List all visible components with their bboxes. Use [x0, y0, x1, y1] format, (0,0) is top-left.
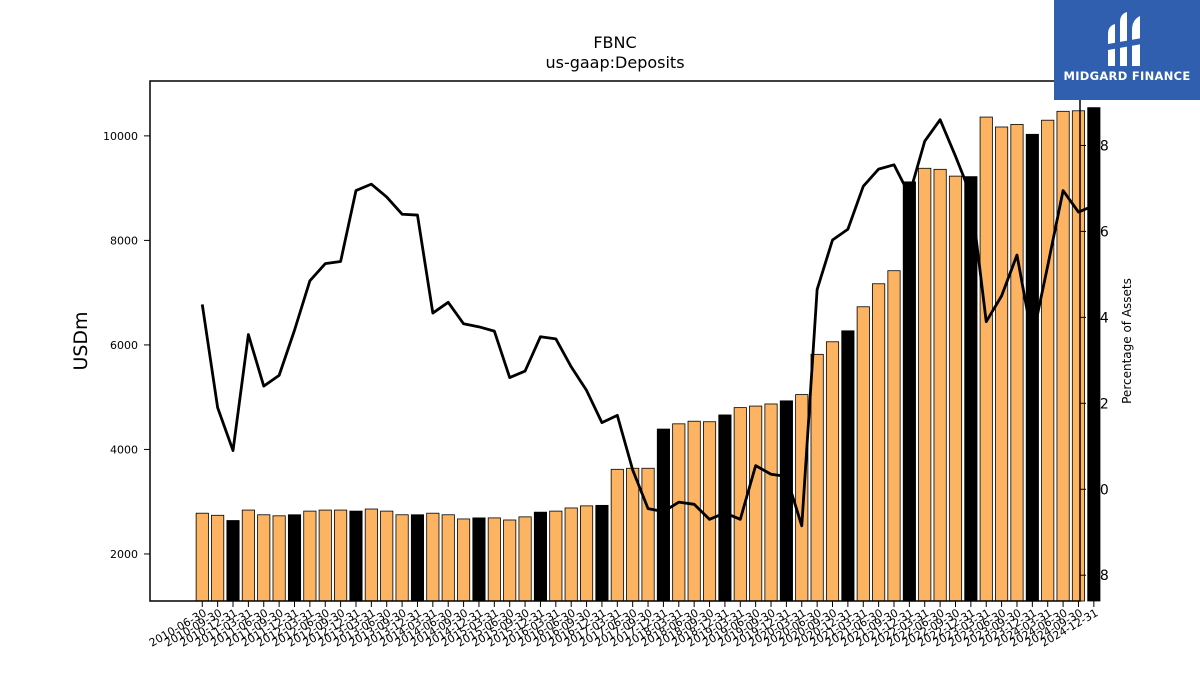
bar — [795, 394, 809, 602]
plot-frame — [149, 80, 1081, 602]
bar — [918, 167, 932, 602]
y-axis-left: 2000 4000 6000 8000 10000 — [103, 130, 150, 561]
bar — [334, 509, 348, 602]
y-tick-label: 8000 — [110, 234, 138, 247]
bar — [395, 514, 409, 602]
bar — [564, 507, 578, 602]
bar — [549, 510, 563, 602]
midgard-logo-icon — [1108, 12, 1142, 66]
bar — [825, 341, 840, 602]
y-tick-label: 6000 — [110, 339, 138, 352]
y-axis-right: 78 80 82 84 86 88 — [1080, 138, 1109, 584]
y-tick-label: 4000 — [110, 443, 138, 456]
percentage-line — [200, 118, 1095, 528]
y-tick-label: 10000 — [103, 130, 138, 143]
bar — [749, 405, 763, 602]
bar — [518, 516, 532, 602]
bar — [272, 515, 286, 602]
y2-tick-label: 88 — [1091, 138, 1109, 154]
bar — [841, 330, 855, 602]
bar — [1087, 107, 1101, 602]
bar — [948, 175, 963, 602]
y2-axis-label: Percentage of Assets — [1120, 278, 1134, 404]
bar — [702, 421, 717, 602]
bar — [472, 517, 486, 602]
chart-subtitle: us-gaap:Deposits — [545, 53, 684, 72]
bar — [595, 504, 609, 602]
bar — [610, 468, 624, 602]
bar — [410, 514, 425, 602]
bar — [1071, 110, 1086, 602]
bar — [641, 467, 655, 602]
bar — [211, 514, 225, 602]
chart-title: FBNC — [593, 33, 636, 52]
bar — [1025, 133, 1039, 602]
bar — [580, 505, 594, 602]
bar — [318, 509, 332, 602]
bar — [856, 306, 870, 602]
bar — [718, 414, 732, 602]
bar — [226, 520, 240, 602]
bar — [1056, 110, 1070, 602]
bar — [933, 168, 947, 602]
bar — [487, 517, 501, 602]
bar — [810, 353, 824, 602]
bar — [441, 514, 455, 602]
bar — [764, 403, 778, 602]
bar — [533, 511, 547, 602]
y-axis-label: USDm — [70, 311, 92, 370]
y2-tick-label: 80 — [1091, 482, 1109, 498]
logo-text: MIDGARD FINANCE — [1063, 69, 1191, 83]
y-tick-label: 2000 — [110, 548, 138, 561]
bar — [303, 510, 317, 602]
bar — [195, 512, 209, 602]
bar — [287, 514, 302, 602]
bar — [779, 400, 793, 602]
line-layer — [200, 118, 1095, 528]
bar — [241, 509, 255, 602]
bar — [364, 508, 378, 602]
bar — [1041, 119, 1055, 602]
bar — [672, 423, 686, 602]
y2-tick-label: 78 — [1091, 568, 1109, 584]
x-axis: 2010-06-302010-09-302010-12-312011-03-31… — [147, 601, 1100, 650]
bar — [380, 510, 394, 602]
bar — [503, 519, 517, 602]
bar — [1010, 123, 1024, 602]
bar — [349, 510, 363, 602]
bar — [457, 518, 471, 602]
bar — [426, 512, 440, 602]
bar — [656, 428, 670, 602]
bar — [902, 181, 916, 602]
y2-tick-label: 86 — [1091, 224, 1109, 240]
bar — [257, 514, 271, 602]
brand-logo: MIDGARD FINANCE — [1054, 0, 1200, 100]
y2-tick-label: 82 — [1091, 396, 1109, 412]
bar — [887, 270, 901, 602]
bar — [995, 126, 1009, 602]
bar — [979, 116, 993, 602]
y2-tick-label: 84 — [1091, 310, 1109, 326]
bar — [687, 420, 701, 602]
bar — [872, 283, 886, 602]
bar — [626, 467, 640, 602]
